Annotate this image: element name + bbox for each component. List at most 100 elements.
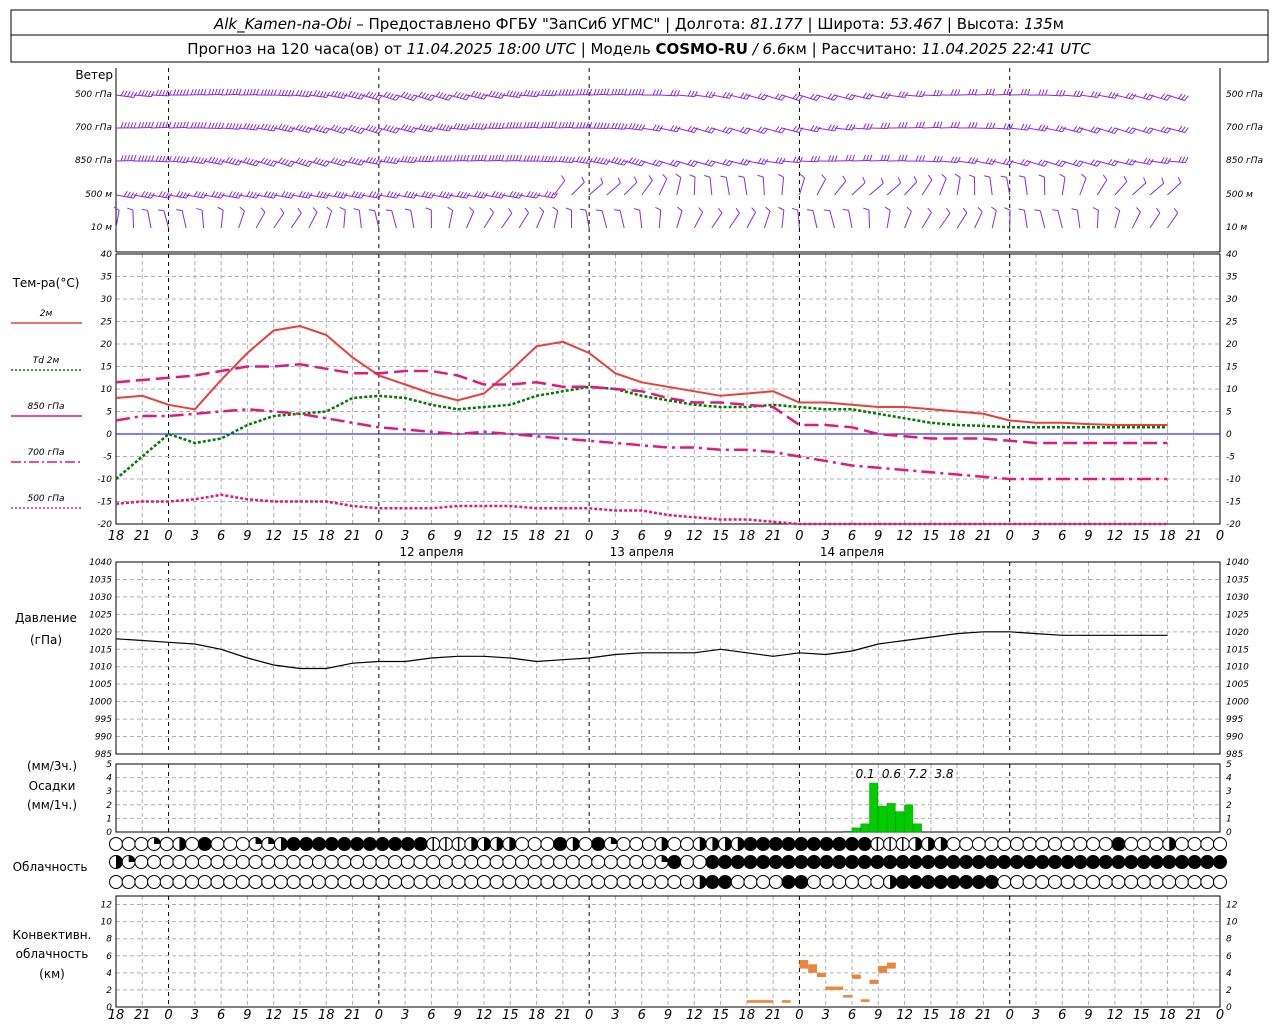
wind-barb-feather xyxy=(425,207,432,211)
wind-barb-feather xyxy=(506,155,510,162)
cloud-symbol xyxy=(1009,875,1024,889)
wind-barb-feather xyxy=(176,191,181,197)
wind-barb-feather xyxy=(988,158,993,165)
wind-barb-feather xyxy=(810,125,815,131)
conv-bar xyxy=(852,974,861,979)
wind-barb-feather xyxy=(424,191,429,198)
wind-barb-feather xyxy=(693,161,699,167)
cloud-symbol xyxy=(1149,875,1164,889)
wind-barb-staff xyxy=(799,94,817,102)
pressure-ytick-left: 1020 xyxy=(89,628,112,638)
cloud-symbol xyxy=(1213,837,1227,851)
wind-barb-feather xyxy=(256,88,260,95)
cloud-symbol xyxy=(540,837,555,851)
wind-barb-feather xyxy=(845,92,850,99)
wind-barb-feather xyxy=(652,159,657,165)
day-label: 12 апреля xyxy=(399,545,463,559)
header: Alk_Kamen-na-Obi – Предоставлено ФГБУ "З… xyxy=(10,9,1269,63)
wind-barb-feather xyxy=(147,155,151,162)
temp-ytick-right: -15 xyxy=(1226,498,1241,508)
wind-barb-feather xyxy=(214,88,218,95)
pressure-ytick-left: 1030 xyxy=(89,593,112,603)
wind-barb-feather xyxy=(403,92,409,98)
convective-panel: 0 0 2 2 4 4 6 6 8 8 10 10 12 12 xyxy=(101,895,1238,1013)
wind-barb-feather xyxy=(509,90,514,97)
pressure-ytick-right: 1025 xyxy=(1226,610,1249,620)
wind-barb-feather xyxy=(179,191,184,198)
wind-panel: 500 гПа 500 гПа 700 гПа 700 гПа 850 гПа 850 г… xyxy=(75,68,1263,253)
wind-barb-feather xyxy=(330,90,335,97)
wind-barb-feather xyxy=(1058,160,1063,166)
x-tick-label: 0 xyxy=(1216,529,1224,544)
wind-barb-feather xyxy=(554,121,557,128)
wind-barb-staff xyxy=(851,159,871,162)
wind-barb-feather xyxy=(515,154,519,161)
cloud-symbol xyxy=(286,855,301,869)
wind-barb-staff xyxy=(1076,210,1081,229)
cloud-symbol xyxy=(388,855,403,869)
wind-barb-feather xyxy=(281,158,286,164)
wind-barb-feather xyxy=(120,155,124,162)
precip-frame xyxy=(115,763,1221,833)
wind-barb-staff xyxy=(181,210,187,229)
wind-barb-feather xyxy=(404,191,409,197)
wind-barb-feather xyxy=(316,158,321,164)
cloud-symbol xyxy=(134,837,149,851)
wind-barb-feather xyxy=(182,192,187,198)
wind-barb-feather xyxy=(158,89,163,96)
wind-barb-feather xyxy=(297,207,302,214)
wind-barb-feather xyxy=(816,95,821,101)
cloud-symbol xyxy=(1035,855,1050,869)
wind-barb-staff xyxy=(483,159,503,162)
wind-barb-feather xyxy=(763,128,769,134)
wind-barb-feather xyxy=(550,89,555,96)
wind-barb-feather xyxy=(968,122,972,129)
wind-barb-feather xyxy=(459,123,464,130)
x-tick-label: 6 xyxy=(848,529,856,544)
wind-barb-feather xyxy=(1111,159,1116,166)
wind-barb-feather xyxy=(144,191,149,198)
conv-title-1: Конвективн. xyxy=(13,928,92,942)
wind-barb-feather xyxy=(477,92,482,98)
wind-barb-feather xyxy=(977,207,983,213)
wind-barb-feather xyxy=(1059,173,1066,178)
cloud-symbol xyxy=(1111,875,1126,889)
wind-barb-feather xyxy=(1163,127,1169,133)
wind-barb-feather xyxy=(158,191,163,197)
wind-barb-feather xyxy=(459,154,463,161)
cloud-symbol xyxy=(210,875,225,889)
wind-barb-feather xyxy=(606,122,610,129)
wind-barb-staff xyxy=(1096,210,1099,229)
wind-barb-feather xyxy=(197,157,201,163)
wind-barb-feather xyxy=(1125,92,1130,98)
wind-barb-feather xyxy=(120,90,125,96)
wind-barb-feather xyxy=(418,123,423,130)
cloud-symbol xyxy=(540,855,555,869)
wind-barb-feather xyxy=(1055,125,1060,131)
cloud-symbol xyxy=(819,875,834,889)
wind-barb-feather xyxy=(1090,126,1095,132)
temp-ytick-right: 0 xyxy=(1226,430,1232,440)
wind-barb-feather xyxy=(536,121,540,128)
x-tick-label: 9 xyxy=(243,529,251,544)
cloud-symbol xyxy=(667,855,682,869)
x-tick-label: 21 xyxy=(134,529,151,544)
wind-barb-feather xyxy=(708,91,713,98)
cloud-symbol xyxy=(299,855,314,869)
wind-barb-feather xyxy=(611,122,615,129)
wind-barb-feather xyxy=(1081,173,1087,179)
wind-barb-staff xyxy=(132,209,135,229)
wind-barb-feather xyxy=(471,122,475,129)
temp-ytick-right: 35 xyxy=(1226,273,1238,283)
wind-barb-feather xyxy=(915,155,919,162)
wind-barb-feather xyxy=(670,125,675,131)
conv-bar xyxy=(878,966,888,973)
cloud-symbol xyxy=(908,855,923,869)
wind-barb-feather xyxy=(971,88,975,95)
cloud-symbol xyxy=(845,855,859,869)
wind-barb-feather xyxy=(833,95,839,101)
cloud-symbol xyxy=(1213,875,1227,889)
cloud-symbol xyxy=(121,875,136,889)
cloud-quarter xyxy=(128,855,136,862)
cloud-symbol xyxy=(857,855,872,869)
